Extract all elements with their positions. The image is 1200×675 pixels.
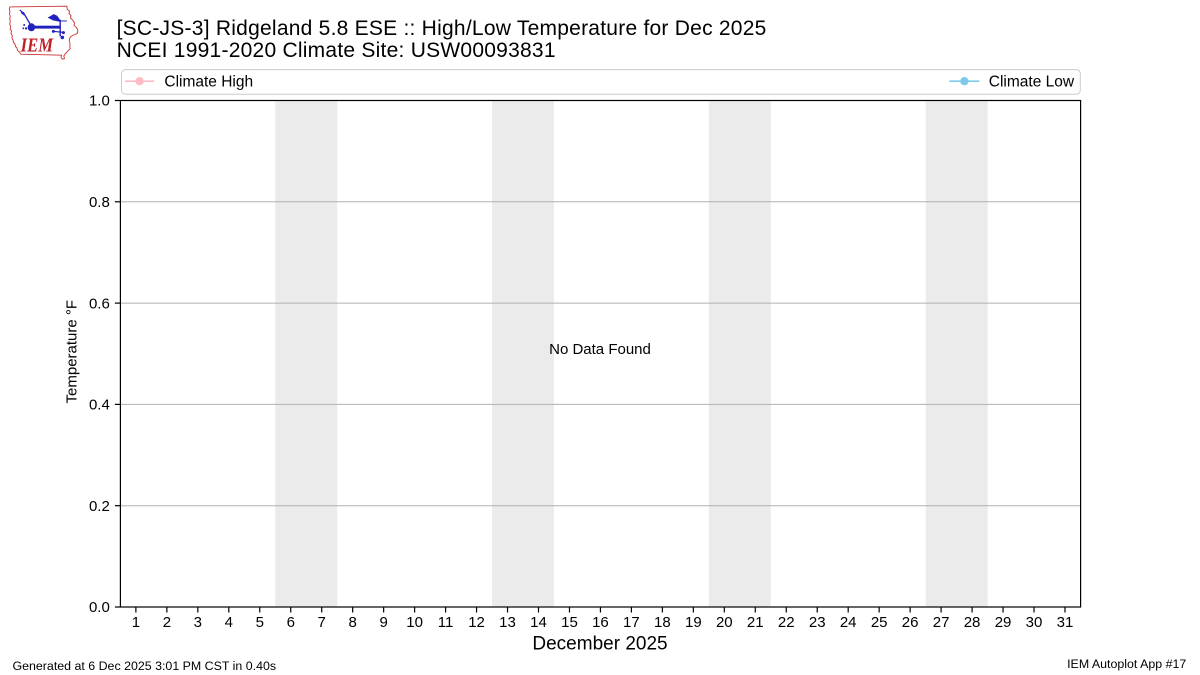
svg-text:NCEI 1991-2020 Climate Site: U: NCEI 1991-2020 Climate Site: USW00093831 [117,39,556,62]
svg-text:19: 19 [685,614,702,631]
svg-text:20: 20 [716,614,733,631]
svg-text:0.4: 0.4 [89,397,110,414]
svg-text:0.0: 0.0 [89,599,110,616]
svg-text:11: 11 [438,614,454,631]
svg-text:31: 31 [1057,614,1074,631]
svg-text:4: 4 [225,614,233,631]
svg-text:Generated at 6 Dec 2025 3:01 P: Generated at 6 Dec 2025 3:01 PM CST in 0… [13,659,277,673]
svg-text:27: 27 [933,614,950,631]
svg-text:5: 5 [256,614,264,631]
svg-text:December 2025: December 2025 [532,633,667,654]
svg-text:28: 28 [964,614,981,631]
svg-text:2: 2 [163,614,171,631]
svg-text:26: 26 [902,614,919,631]
svg-text:13: 13 [499,614,516,631]
svg-text:14: 14 [530,614,547,631]
svg-text:21: 21 [747,614,764,631]
svg-text:1.0: 1.0 [89,93,110,110]
svg-text:24: 24 [840,614,857,631]
svg-text:7: 7 [318,614,326,631]
svg-text:8: 8 [348,614,356,631]
svg-text:Climate Low: Climate Low [989,74,1075,91]
svg-text:6: 6 [287,614,295,631]
svg-text:Climate High: Climate High [164,74,253,91]
svg-text:29: 29 [995,614,1012,631]
svg-text:0.2: 0.2 [89,498,110,515]
svg-text:23: 23 [809,614,826,631]
svg-text:1: 1 [132,614,140,631]
svg-text:Temperature °F: Temperature °F [64,300,81,404]
svg-text:0.8: 0.8 [89,194,110,211]
svg-text:9: 9 [379,614,387,631]
svg-text:3: 3 [194,614,202,631]
svg-text:[SC-JS-3] Ridgeland 5.8 ESE ::: [SC-JS-3] Ridgeland 5.8 ESE :: High/Low … [117,17,767,40]
svg-text:16: 16 [592,614,609,631]
svg-text:IEM: IEM [20,35,54,57]
svg-text:IEM Autoplot App #17: IEM Autoplot App #17 [1067,657,1186,671]
svg-text:17: 17 [623,614,640,631]
svg-text:10: 10 [406,614,423,631]
svg-text:0.6: 0.6 [89,295,110,312]
svg-text:30: 30 [1026,614,1043,631]
svg-text:No Data Found: No Data Found [549,341,651,358]
svg-text:22: 22 [778,614,795,631]
svg-text:25: 25 [871,614,888,631]
svg-text:18: 18 [654,614,671,631]
svg-text:12: 12 [468,614,485,631]
svg-text:15: 15 [561,614,578,631]
